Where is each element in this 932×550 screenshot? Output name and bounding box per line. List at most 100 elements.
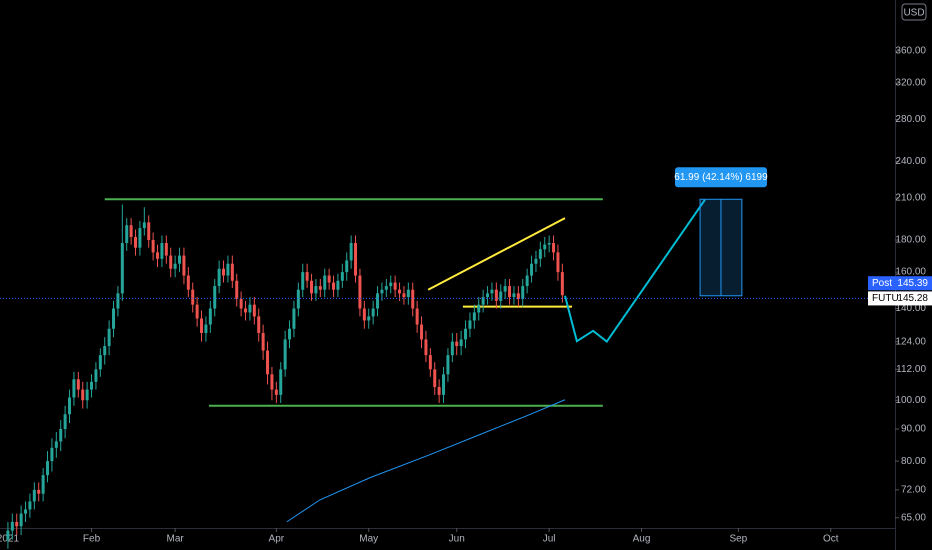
candle-body [437,386,441,395]
candle-body [292,308,296,329]
candle-body [516,293,520,299]
candle-body [24,509,28,514]
candle-body [468,320,472,329]
candle-body [191,289,195,305]
candle-body [521,286,525,299]
candle-body [305,272,309,281]
candle-body [195,304,199,319]
candle-body [208,308,212,325]
candle-body [182,255,186,276]
candle-body [477,304,481,313]
candle-body [235,280,239,299]
candle-body [274,389,278,395]
candle-body [76,379,80,390]
candle-body [63,414,67,430]
candle-body [200,318,204,333]
candle-body [543,244,547,250]
candle-body [19,513,23,527]
candle-body [499,291,503,301]
y-tick-label: 180.00 [895,235,926,246]
candle-body [323,275,327,290]
x-tick-label: Oct [823,534,839,545]
candle-body [103,346,107,356]
candle-body [6,530,10,540]
candle-body [288,328,292,340]
candle-body [512,293,516,298]
candle-body [85,389,89,401]
candle-body [81,389,85,401]
candle-body [283,339,287,370]
candle-body [402,293,406,298]
candle-body [380,289,384,294]
candle-body [349,243,353,261]
candle-body [138,228,142,248]
candle-body [147,222,151,240]
y-tick-label: 240.00 [895,156,926,167]
candle-body [442,374,446,395]
candle-body [98,355,102,370]
currency[interactable]: USD [903,8,924,19]
y-tick-label: 80.00 [901,456,926,467]
candle-body [226,263,230,276]
candle-body [424,339,428,356]
candle-body [530,263,534,276]
candle-body [204,324,208,333]
candle-body [415,308,419,325]
candle-body [318,286,322,290]
candle-body [164,243,168,256]
price-tag-label: FUTU [872,293,899,304]
x-tick-label: Aug [633,534,651,545]
candle-body [345,260,349,273]
candle-body [270,374,274,390]
candle-body [560,272,564,296]
candle-body [455,341,459,347]
candle-body [120,243,124,294]
candle-body [301,272,305,290]
candle-body [314,286,318,294]
candle-body [178,255,182,264]
candle-body [90,381,94,390]
candle-body [406,289,410,298]
candle-body [398,289,402,294]
y-tick-label: 160.00 [895,267,926,278]
candle-body [248,304,252,313]
candle-body [450,341,454,356]
candle-body [94,369,98,382]
candle-body [112,308,116,329]
candle-body [213,286,217,309]
y-tick-label: 360.00 [895,46,926,57]
measure-label-box [674,167,767,188]
candle-body [134,236,138,248]
candle-body [15,521,19,527]
candle-body [503,286,507,292]
price-tag-box [868,291,932,306]
candle-body [494,289,498,301]
y-tick-label: 320.00 [895,78,926,89]
candle-body [367,316,371,321]
candle-body [556,252,560,273]
candle-body [354,243,358,276]
candle-body [244,308,248,313]
candle-body [490,289,494,294]
candle-body [446,355,450,375]
x-tick-label: May [359,534,378,545]
candle-body [327,275,331,283]
candle-body [420,324,424,340]
x-tick-label: Feb [83,534,101,545]
candle-body [376,293,380,309]
candle-body [296,289,300,309]
currency-box[interactable] [901,3,927,21]
candle-body [72,379,76,398]
candle-body [459,339,463,347]
candle-body [230,263,234,281]
candle-body [358,275,362,309]
candle-body [336,280,340,290]
y-tick-label: 100.00 [895,395,926,406]
candle-body [116,293,120,309]
candle-body [252,304,256,317]
y-tick-label: 124.00 [895,336,926,347]
candle-body [222,268,226,276]
candle-body [125,225,129,244]
